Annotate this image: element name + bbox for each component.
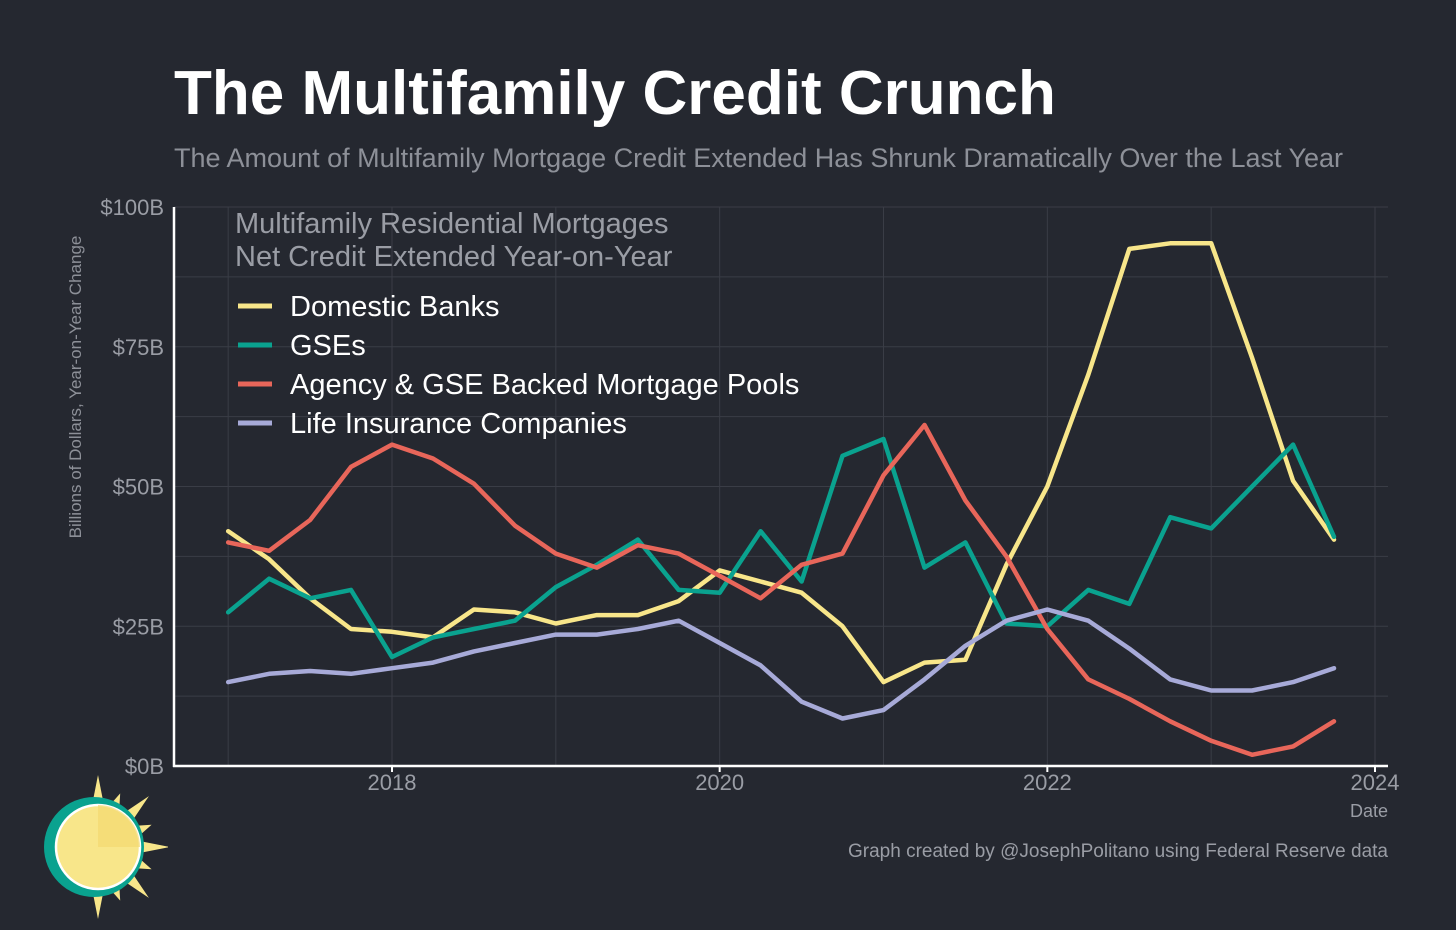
series-line	[225, 436, 1337, 660]
x-axis-label: Date	[1350, 801, 1388, 821]
sun-ray	[137, 840, 168, 854]
y-tick-label: $50B	[113, 475, 164, 500]
y-axis-label: Billions of Dollars, Year-on-Year Change	[66, 236, 85, 539]
annotation-line: Net Credit Extended Year-on-Year	[235, 241, 673, 273]
legend-label: Agency & GSE Backed Mortgage Pools	[290, 369, 799, 401]
series-line	[225, 422, 1337, 758]
y-tick-label: $0B	[125, 754, 164, 779]
series-line	[225, 607, 1337, 721]
tick-labels: $0B $25B $50B $75B $100B 2018 2020 2022 2024	[100, 195, 1399, 795]
y-tick-label: $75B	[113, 335, 164, 360]
y-tick-label: $100B	[100, 195, 164, 220]
grid-lines	[174, 206, 1388, 766]
source-credit: Graph created by @JosephPolitano using F…	[848, 841, 1388, 862]
legend: Domestic Banks GSEs Agency & GSE Backed Mo…	[238, 291, 799, 440]
series-line	[225, 241, 1337, 685]
chart-title: The Multifamily Credit Crunch	[174, 59, 1056, 128]
series-lines	[225, 241, 1337, 758]
legend-label: Life Insurance Companies	[290, 408, 627, 440]
x-tick-label: 2018	[368, 770, 417, 795]
legend-label: Domestic Banks	[290, 291, 500, 323]
x-tick-label: 2024	[1351, 770, 1400, 795]
x-tick-label: 2020	[695, 770, 744, 795]
x-tick-label: 2022	[1023, 770, 1072, 795]
sun-logo-icon	[44, 775, 168, 919]
axes	[172, 207, 1388, 768]
chart-subtitle: The Amount of Multifamily Mortgage Credi…	[174, 143, 1344, 173]
y-tick-label: $25B	[113, 614, 164, 639]
annotation-line: Multifamily Residential Mortgages	[235, 208, 669, 240]
legend-label: GSEs	[290, 330, 366, 362]
